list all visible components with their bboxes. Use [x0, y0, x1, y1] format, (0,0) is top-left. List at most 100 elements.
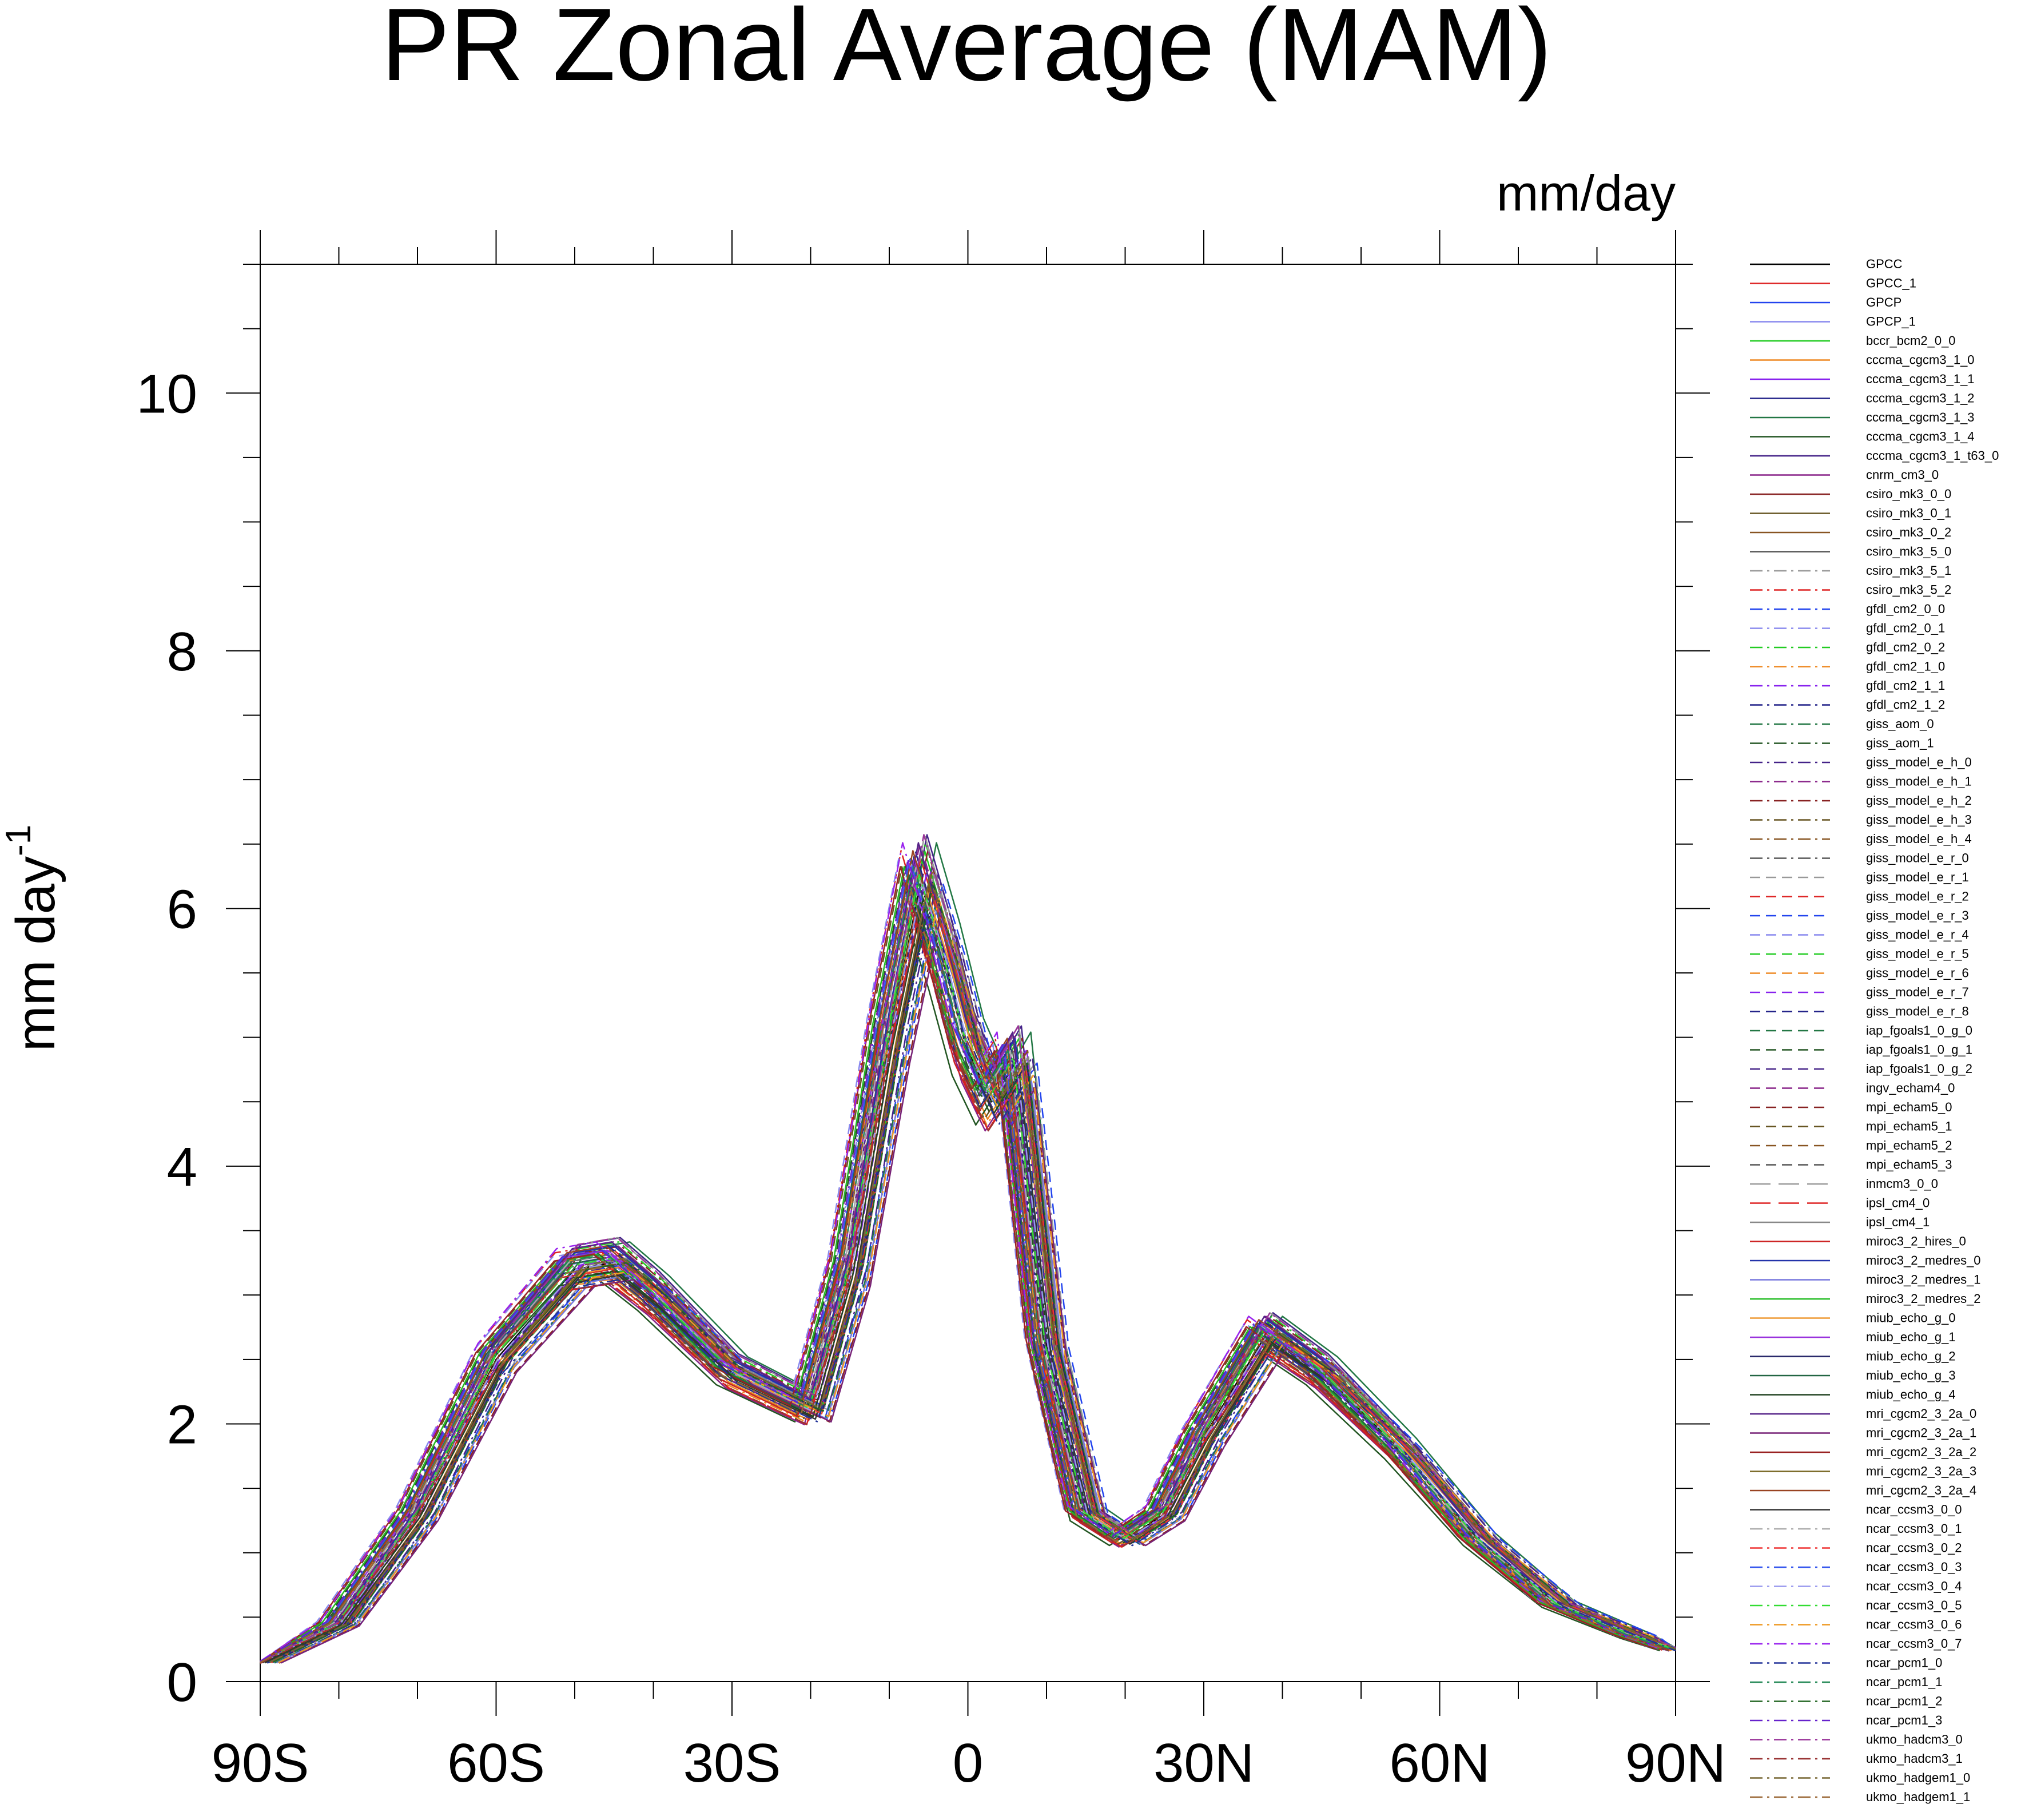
y-axis-label-superscript: -1: [0, 825, 38, 856]
legend-label: ukmo_hadcm3_1: [1866, 1751, 1963, 1766]
legend-label: giss_model_e_h_1: [1866, 774, 1972, 789]
legend-label: GPCP_1: [1866, 315, 1916, 329]
legend-label: giss_model_e_h_2: [1866, 793, 1972, 808]
x-tick-label: 60S: [447, 1732, 545, 1794]
series-line-miroc3_2_hires_0: [260, 897, 1662, 1663]
legend-label: gfdl_cm2_1_0: [1866, 659, 1945, 674]
legend-label: mri_cgcm2_3_2a_3: [1866, 1464, 1976, 1479]
legend-label: ncar_ccsm3_0_1: [1866, 1521, 1962, 1536]
series-line-miub_echo_g_3: [260, 874, 1664, 1663]
legend-label: gfdl_cm2_1_1: [1866, 678, 1945, 693]
legend-label: giss_model_e_r_5: [1866, 947, 1969, 961]
legend-label: csiro_mk3_0_1: [1866, 506, 1951, 520]
legend-label: cnrm_cm3_0: [1866, 468, 1939, 482]
legend-label: miroc3_2_medres_1: [1866, 1273, 1981, 1287]
legend-label: mri_cgcm2_3_2a_4: [1866, 1483, 1976, 1497]
legend-label: GPCC_1: [1866, 276, 1916, 291]
legend-label: giss_aom_1: [1866, 736, 1934, 750]
legend-label: cccma_cgcm3_1_t63_0: [1866, 448, 1999, 463]
legend-label: giss_model_e_r_6: [1866, 966, 1969, 980]
legend-label: ncar_ccsm3_0_2: [1866, 1541, 1962, 1555]
legend-label: giss_model_e_h_3: [1866, 813, 1972, 827]
axis-ticks: [226, 230, 1710, 1716]
legend-label: csiro_mk3_5_1: [1866, 563, 1951, 578]
legend-label: ingv_echam4_0: [1866, 1081, 1955, 1095]
legend-label: giss_model_e_r_0: [1866, 851, 1969, 865]
legend-label: giss_model_e_h_4: [1866, 832, 1972, 846]
legend-label: iap_fgoals1_0_g_2: [1866, 1062, 1972, 1076]
y-tick-labels: 0 2 4 6 8 10: [136, 363, 197, 1713]
x-tick-label: 90N: [1625, 1732, 1726, 1794]
series-line-csiro_mk3_5_1: [279, 882, 1676, 1663]
series-line-ukmo_hadgem1_0: [269, 874, 1676, 1663]
legend-label: mri_cgcm2_3_2a_1: [1866, 1426, 1976, 1440]
legend-label: giss_model_e_h_0: [1866, 755, 1972, 769]
legend-label: csiro_mk3_5_0: [1866, 545, 1951, 559]
plot-frame: [260, 264, 1676, 1682]
legend-label: GPCP: [1866, 295, 1901, 309]
legend-label: csiro_mk3_0_0: [1866, 487, 1951, 501]
legend-label: mpi_echam5_1: [1866, 1119, 1952, 1134]
legend-label: ncar_pcm1_2: [1866, 1694, 1942, 1708]
legend-label: cccma_cgcm3_1_3: [1866, 410, 1975, 424]
legend-label: ncar_pcm1_0: [1866, 1656, 1942, 1670]
series-line-ncar_pcm1_1: [260, 866, 1669, 1663]
units-label: mm/day: [1497, 165, 1676, 221]
legend-label: iap_fgoals1_0_g_0: [1866, 1023, 1972, 1038]
series-line-iap_fgoals1_0_g_0: [274, 905, 1676, 1664]
legend-label: ncar_ccsm3_0_6: [1866, 1618, 1962, 1632]
legend-label: mpi_echam5_3: [1866, 1158, 1952, 1172]
y-tick-label: 2: [167, 1394, 197, 1455]
legend-label: ncar_pcm1_3: [1866, 1713, 1942, 1727]
series-line-ncar_pcm1_3: [260, 858, 1664, 1663]
legend-label: GPCC: [1866, 257, 1903, 271]
series-line-ipsl_cm4_0: [260, 921, 1672, 1664]
legend-label: inmcm3_0_0: [1866, 1177, 1938, 1191]
series-line-mri_cgcm2_3_2a_3: [268, 882, 1676, 1663]
legend-label: ncar_ccsm3_0_0: [1866, 1503, 1962, 1517]
legend-label: giss_model_e_r_4: [1866, 928, 1969, 942]
y-tick-label: 6: [167, 879, 197, 940]
legend-label: gfdl_cm2_0_1: [1866, 621, 1945, 635]
legend-label: miub_echo_g_0: [1866, 1311, 1956, 1325]
legend-label: cccma_cgcm3_1_0: [1866, 353, 1975, 367]
legend-label: miub_echo_g_4: [1866, 1388, 1956, 1402]
x-tick-label: 30N: [1153, 1732, 1254, 1794]
x-tick-label: 90S: [212, 1732, 309, 1794]
legend-label: miroc3_2_medres_0: [1866, 1253, 1981, 1267]
y-tick-label: 0: [167, 1652, 197, 1713]
legend-label: mpi_echam5_2: [1866, 1138, 1952, 1153]
legend-label: miub_echo_g_2: [1866, 1349, 1956, 1364]
legend-label: ipsl_cm4_1: [1866, 1215, 1930, 1229]
series-line-ncar_ccsm3_0_5: [260, 874, 1674, 1663]
series-line-ncar_ccsm3_0_2: [270, 890, 1676, 1663]
series-line-giss_model_e_r_7: [265, 874, 1676, 1663]
legend-label: csiro_mk3_5_2: [1866, 583, 1951, 597]
legend-label: ncar_ccsm3_0_3: [1866, 1560, 1962, 1574]
legend-label: gfdl_cm2_0_2: [1866, 640, 1945, 654]
series-line-ncar_ccsm3_0_6: [278, 897, 1676, 1664]
legend-label: ukmo_hadcm3_0: [1866, 1732, 1963, 1747]
legend-label: mri_cgcm2_3_2a_0: [1866, 1406, 1976, 1421]
x-tick-label: 30S: [683, 1732, 781, 1794]
legend-label: giss_model_e_r_3: [1866, 908, 1969, 923]
y-tick-label: 4: [167, 1136, 197, 1198]
x-tick-label: 0: [953, 1732, 983, 1794]
legend-label: ncar_ccsm3_0_5: [1866, 1598, 1962, 1612]
series-line-mri_cgcm2_3_2a_1: [280, 913, 1676, 1664]
legend-label: cccma_cgcm3_1_2: [1866, 391, 1975, 406]
legend-label: mpi_echam5_0: [1866, 1100, 1952, 1114]
legend-label: giss_model_e_r_2: [1866, 889, 1969, 904]
legend-label: giss_model_e_r_1: [1866, 870, 1969, 884]
legend-label: mri_cgcm2_3_2a_2: [1866, 1445, 1976, 1459]
legend-label: cccma_cgcm3_1_4: [1866, 430, 1975, 444]
x-tick-label: 60N: [1389, 1732, 1490, 1794]
series-line-cccma_cgcm3_1_3: [275, 842, 1676, 1662]
series-lines: [260, 834, 1676, 1664]
legend-label: ncar_ccsm3_0_7: [1866, 1636, 1962, 1651]
legend-label: cccma_cgcm3_1_1: [1866, 372, 1975, 386]
series-line-ukmo_hadcm3_1: [260, 921, 1673, 1664]
legend: GPCC GPCC_1 GPCP GPCP_1 bccr_bcm2_0_0 cccma_c…: [1750, 257, 1999, 1804]
legend-label: ncar_pcm1_1: [1866, 1675, 1942, 1689]
